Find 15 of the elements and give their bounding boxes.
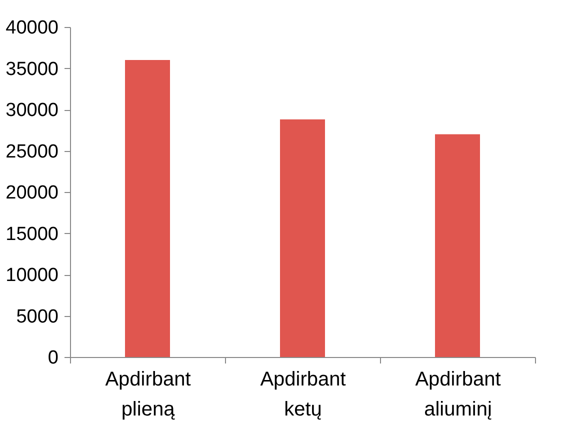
y-tick-label: 0: [48, 348, 58, 368]
bar: [435, 134, 480, 357]
y-tick-label: 35000: [6, 58, 58, 80]
y-tick-label: 10000: [6, 265, 58, 286]
y-tick-label: 20000: [6, 182, 58, 204]
bar: [125, 60, 170, 357]
y-tick-label: 15000: [6, 224, 58, 245]
y-tick-label: 30000: [6, 100, 58, 121]
bar: [280, 119, 325, 357]
x-tick-label: Apdirbant plieną: [105, 368, 192, 420]
y-tick-label: 40000: [6, 18, 58, 38]
x-tick-label: Apdirbant ketų: [260, 368, 346, 420]
y-tick-label: 25000: [6, 141, 58, 162]
y-tick-label: 5000: [16, 306, 58, 328]
x-tick-label: Apdirbant aliuminį: [415, 368, 502, 420]
